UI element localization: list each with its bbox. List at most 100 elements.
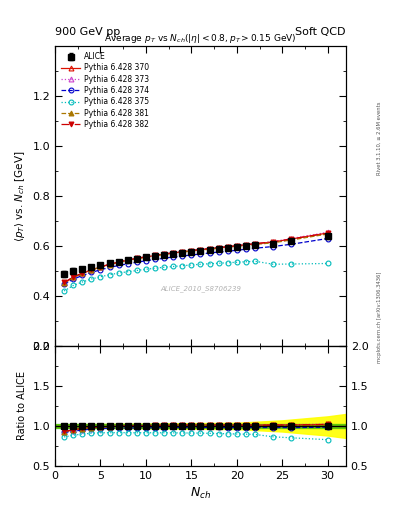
Pythia 6.428 374 bbox=[216, 249, 221, 255]
Pythia 6.428 381 bbox=[134, 255, 139, 262]
Pythia 6.428 382 bbox=[234, 243, 239, 249]
Pythia 6.428 375 bbox=[289, 261, 294, 267]
Pythia 6.428 381 bbox=[152, 253, 157, 259]
Pythia 6.428 381 bbox=[216, 245, 221, 251]
Pythia 6.428 375 bbox=[125, 269, 130, 275]
Pythia 6.428 381 bbox=[225, 244, 230, 250]
Pythia 6.428 370 bbox=[244, 242, 248, 248]
Pythia 6.428 370 bbox=[189, 248, 194, 254]
Pythia 6.428 381 bbox=[98, 264, 103, 270]
Pythia 6.428 374 bbox=[152, 257, 157, 263]
Pythia 6.428 370 bbox=[125, 257, 130, 263]
Pythia 6.428 370 bbox=[134, 255, 139, 262]
Pythia 6.428 373 bbox=[325, 229, 330, 236]
Pythia 6.428 381 bbox=[253, 242, 257, 248]
Pythia 6.428 375 bbox=[171, 263, 176, 269]
Pythia 6.428 370 bbox=[216, 245, 221, 251]
Pythia 6.428 370 bbox=[71, 274, 75, 281]
Pythia 6.428 374 bbox=[107, 264, 112, 270]
Pythia 6.428 370 bbox=[116, 259, 121, 265]
Pythia 6.428 375 bbox=[271, 261, 275, 267]
Pythia 6.428 370 bbox=[89, 267, 94, 273]
Pythia 6.428 373 bbox=[207, 245, 212, 251]
Pythia 6.428 375 bbox=[162, 264, 167, 270]
Pythia 6.428 375 bbox=[244, 259, 248, 265]
Pythia 6.428 375 bbox=[143, 266, 148, 272]
Pythia 6.428 373 bbox=[189, 247, 194, 253]
Pythia 6.428 375 bbox=[216, 260, 221, 266]
Line: Pythia 6.428 375: Pythia 6.428 375 bbox=[62, 259, 330, 293]
Pythia 6.428 374 bbox=[62, 281, 66, 287]
Pythia 6.428 370 bbox=[234, 243, 239, 249]
Pythia 6.428 381 bbox=[71, 274, 75, 281]
Pythia 6.428 374 bbox=[325, 236, 330, 242]
Pythia 6.428 373 bbox=[125, 257, 130, 263]
Pythia 6.428 382 bbox=[289, 236, 294, 242]
Line: Pythia 6.428 373: Pythia 6.428 373 bbox=[62, 230, 330, 285]
Pythia 6.428 374 bbox=[244, 246, 248, 252]
Pythia 6.428 374 bbox=[134, 259, 139, 265]
Pythia 6.428 370 bbox=[253, 241, 257, 247]
Pythia 6.428 374 bbox=[171, 254, 176, 260]
Pythia 6.428 370 bbox=[207, 246, 212, 252]
Pythia 6.428 374 bbox=[125, 261, 130, 267]
Pythia 6.428 373 bbox=[253, 241, 257, 247]
Pythia 6.428 382 bbox=[71, 274, 75, 280]
Pythia 6.428 381 bbox=[89, 267, 94, 273]
Pythia 6.428 381 bbox=[125, 258, 130, 264]
Pythia 6.428 374 bbox=[180, 253, 185, 259]
Legend: ALICE, Pythia 6.428 370, Pythia 6.428 373, Pythia 6.428 374, Pythia 6.428 375, P: ALICE, Pythia 6.428 370, Pythia 6.428 37… bbox=[59, 50, 151, 131]
Pythia 6.428 370 bbox=[62, 280, 66, 286]
Pythia 6.428 382 bbox=[143, 253, 148, 260]
Pythia 6.428 374 bbox=[143, 258, 148, 264]
X-axis label: $N_{ch}$: $N_{ch}$ bbox=[190, 486, 211, 501]
Pythia 6.428 375 bbox=[234, 259, 239, 265]
Title: Average $p_T$ vs $N_{ch}(|\eta| < 0.8, p_T > 0.15$ GeV): Average $p_T$ vs $N_{ch}(|\eta| < 0.8, p… bbox=[104, 32, 297, 45]
Pythia 6.428 382 bbox=[189, 247, 194, 253]
Pythia 6.428 382 bbox=[62, 280, 66, 286]
Pythia 6.428 373 bbox=[80, 270, 84, 276]
Pythia 6.428 375 bbox=[207, 261, 212, 267]
Pythia 6.428 373 bbox=[216, 244, 221, 250]
Pythia 6.428 374 bbox=[198, 251, 203, 257]
Pythia 6.428 373 bbox=[198, 246, 203, 252]
Pythia 6.428 381 bbox=[143, 254, 148, 260]
Pythia 6.428 382 bbox=[116, 259, 121, 265]
Text: Soft QCD: Soft QCD bbox=[296, 27, 346, 37]
Pythia 6.428 370 bbox=[98, 264, 103, 270]
Pythia 6.428 370 bbox=[271, 239, 275, 245]
Pythia 6.428 382 bbox=[225, 244, 230, 250]
Pythia 6.428 374 bbox=[207, 250, 212, 256]
Pythia 6.428 375 bbox=[71, 283, 75, 289]
Pythia 6.428 381 bbox=[289, 237, 294, 243]
Pythia 6.428 382 bbox=[134, 255, 139, 261]
Pythia 6.428 375 bbox=[225, 260, 230, 266]
Pythia 6.428 381 bbox=[116, 260, 121, 266]
Pythia 6.428 382 bbox=[253, 241, 257, 247]
Pythia 6.428 370 bbox=[80, 270, 84, 276]
Pythia 6.428 373 bbox=[225, 244, 230, 250]
Pythia 6.428 382 bbox=[207, 245, 212, 251]
Pythia 6.428 375 bbox=[198, 261, 203, 267]
Pythia 6.428 374 bbox=[189, 252, 194, 258]
Pythia 6.428 381 bbox=[244, 243, 248, 249]
Pythia 6.428 381 bbox=[189, 248, 194, 254]
Pythia 6.428 381 bbox=[180, 249, 185, 255]
Pythia 6.428 374 bbox=[225, 248, 230, 254]
Pythia 6.428 374 bbox=[234, 247, 239, 253]
Text: Rivet 3.1.10, ≥ 2.6M events: Rivet 3.1.10, ≥ 2.6M events bbox=[377, 101, 382, 175]
Pythia 6.428 370 bbox=[289, 236, 294, 242]
Pythia 6.428 382 bbox=[80, 270, 84, 276]
Pythia 6.428 381 bbox=[62, 280, 66, 286]
Pythia 6.428 374 bbox=[271, 243, 275, 249]
Pythia 6.428 370 bbox=[325, 230, 330, 236]
Pythia 6.428 381 bbox=[234, 243, 239, 249]
Pythia 6.428 382 bbox=[171, 250, 176, 256]
Pythia 6.428 375 bbox=[107, 272, 112, 278]
Pythia 6.428 370 bbox=[198, 247, 203, 253]
Pythia 6.428 374 bbox=[98, 267, 103, 273]
Line: Pythia 6.428 381: Pythia 6.428 381 bbox=[62, 231, 330, 285]
Pythia 6.428 375 bbox=[98, 274, 103, 280]
Pythia 6.428 373 bbox=[152, 252, 157, 259]
Pythia 6.428 375 bbox=[116, 270, 121, 276]
